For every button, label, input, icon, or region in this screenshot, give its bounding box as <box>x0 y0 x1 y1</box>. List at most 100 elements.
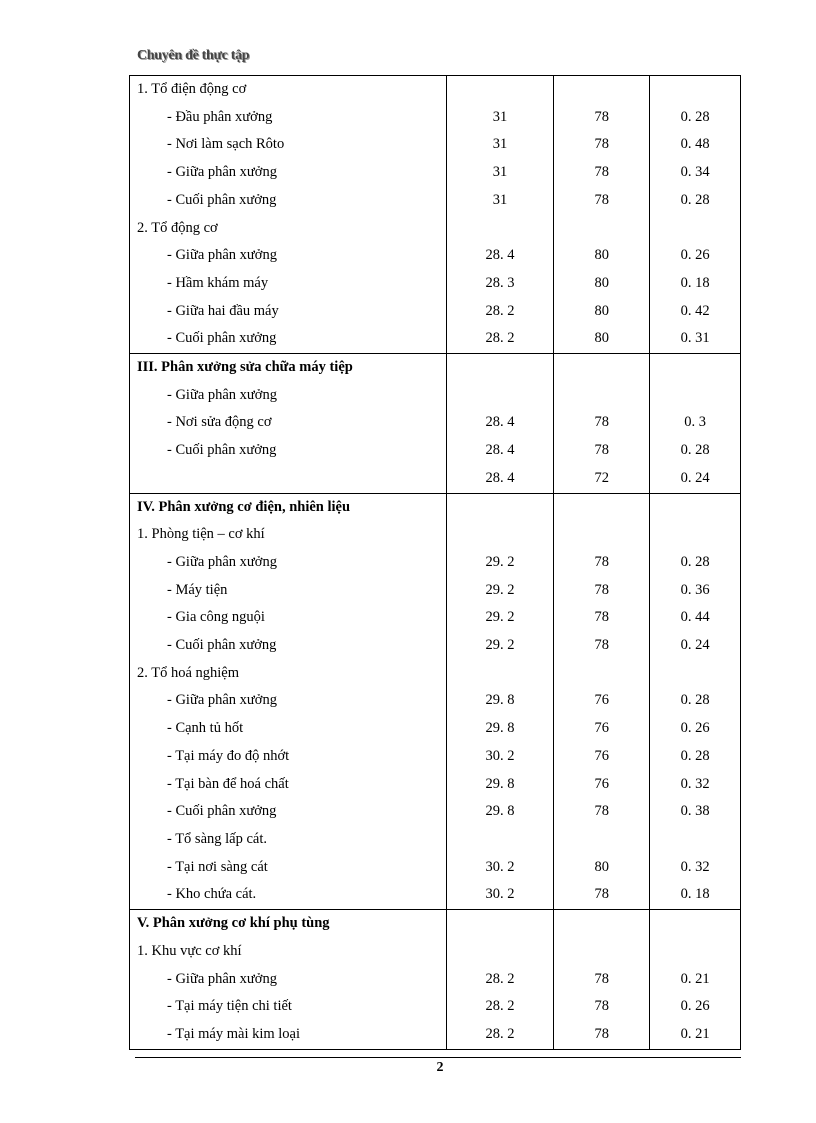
cell-value-c: 0. 28 <box>649 103 741 132</box>
table-row: - Giữa phân xưởng 28. 4 80 0. 26 <box>129 242 741 270</box>
row-label: - Tại máy mài kim loại <box>129 1020 447 1050</box>
row-label: - Kho chứa cát. <box>129 881 447 910</box>
cell-value-b: 72 <box>553 464 651 494</box>
row-label: - Gia công nguội <box>129 604 447 633</box>
cell-value-c <box>649 909 741 938</box>
table-row: - Cuối phân xưởng 29. 2 78 0. 24 <box>129 632 741 660</box>
cell-value-c <box>649 381 741 410</box>
cell-value-c <box>649 353 741 382</box>
table-row: 1. Phòng tiện – cơ khí <box>129 521 741 549</box>
cell-value-b: 80 <box>553 325 651 354</box>
row-label: - Giữa phân xưởng <box>129 687 447 716</box>
table-row: - Cuối phân xưởng 29. 8 78 0. 38 <box>129 798 741 826</box>
table-row: - Tổ sàng lấp cát. <box>129 825 741 854</box>
cell-value-a: 28. 2 <box>445 965 555 994</box>
table-row: - Tại bàn để hoá chất 29. 8 76 0. 32 <box>129 770 741 799</box>
cell-value-b: 78 <box>553 1020 651 1050</box>
cell-value-b: 78 <box>553 993 651 1021</box>
table-row: - Gia công nguội 29. 2 78 0. 44 <box>129 604 741 633</box>
cell-value-c: 0. 36 <box>649 576 741 605</box>
cell-value-b: 78 <box>553 548 651 577</box>
table-row: V. Phân xưởng cơ khí phụ tùng <box>129 909 741 938</box>
cell-value-a <box>445 214 555 243</box>
row-label: 2. Tổ hoá nghiệm <box>129 659 447 688</box>
row-label: III. Phân xưởng sửa chữa máy tiệp <box>129 353 447 382</box>
cell-value-a <box>445 909 555 938</box>
cell-value-b: 78 <box>553 409 651 438</box>
row-label: - Cuối phân xưởng <box>129 325 447 354</box>
cell-value-b: 78 <box>553 881 651 910</box>
row-label: 1. Phòng tiện – cơ khí <box>129 521 447 549</box>
row-label: - Giữa phân xưởng <box>129 965 447 994</box>
row-label: IV. Phân xưởng cơ điện, nhiên liệu <box>129 493 447 522</box>
row-label: - Tại bàn để hoá chất <box>129 770 447 799</box>
cell-value-c: 0. 38 <box>649 798 741 826</box>
cell-value-b: 80 <box>553 853 651 882</box>
table-section: 1. Tổ điện động cơ - Đầu phân xưởng 31 78 0.… <box>129 75 741 354</box>
cell-value-a: 28. 4 <box>445 409 555 438</box>
cell-value-b: 76 <box>553 687 651 716</box>
footer-divider <box>135 1057 741 1058</box>
row-label: 1. Tổ điện động cơ <box>129 75 447 104</box>
table-row: - Giữa phân xưởng 29. 2 78 0. 28 <box>129 548 741 577</box>
cell-value-c: 0. 26 <box>649 993 741 1021</box>
table-row: - Máy tiện 29. 2 78 0. 36 <box>129 576 741 605</box>
table-row: - Giữa phân xưởng 31 78 0. 34 <box>129 159 741 187</box>
cell-value-c: 0. 44 <box>649 604 741 633</box>
cell-value-a: 31 <box>445 131 555 160</box>
table-row: - Cuối phân xưởng 31 78 0. 28 <box>129 186 741 215</box>
cell-value-c: 0. 28 <box>649 437 741 465</box>
table-row: - Cuối phân xưởng 28. 2 80 0. 31 <box>129 325 741 354</box>
cell-value-b <box>553 214 651 243</box>
row-label: - Tại nơi sàng cát <box>129 853 447 882</box>
cell-value-a: 28. 3 <box>445 269 555 298</box>
table-row: - Tại máy đo độ nhớt 30. 2 76 0. 28 <box>129 742 741 771</box>
table-row: - Cuối phân xưởng 28. 4 78 0. 28 <box>129 437 741 465</box>
row-label: - Giữa phân xưởng <box>129 381 447 410</box>
cell-value-a <box>445 937 555 966</box>
cell-value-b <box>553 381 651 410</box>
table-row: - Cạnh tủ hốt 29. 8 76 0. 26 <box>129 715 741 743</box>
row-label: - Cuối phân xưởng <box>129 798 447 826</box>
table-row: - Giữa phân xưởng 29. 8 76 0. 28 <box>129 687 741 716</box>
table-row: - Tại máy mài kim loại 28. 2 78 0. 21 <box>129 1020 741 1050</box>
row-label: - Nơi sửa động cơ <box>129 409 447 438</box>
table-row: - Nơi sửa động cơ 28. 4 78 0. 3 <box>129 409 741 438</box>
cell-value-c <box>649 825 741 854</box>
cell-value-c: 0. 31 <box>649 325 741 354</box>
row-label: - Giữa phân xưởng <box>129 548 447 577</box>
cell-value-a <box>445 659 555 688</box>
row-label: 1. Khu vực cơ khí <box>129 937 447 966</box>
cell-value-b <box>553 937 651 966</box>
cell-value-c: 0. 24 <box>649 632 741 660</box>
cell-value-a: 31 <box>445 103 555 132</box>
cell-value-b: 78 <box>553 576 651 605</box>
table-row: - Tại máy tiện chi tiết 28. 2 78 0. 26 <box>129 993 741 1021</box>
cell-value-c: 0. 21 <box>649 965 741 994</box>
cell-value-a: 29. 8 <box>445 770 555 799</box>
cell-value-a: 30. 2 <box>445 742 555 771</box>
cell-value-a: 29. 2 <box>445 632 555 660</box>
table-section: V. Phân xưởng cơ khí phụ tùng 1. Khu vực … <box>129 909 741 1050</box>
cell-value-a: 29. 2 <box>445 604 555 633</box>
row-label: - Hầm khám máy <box>129 269 447 298</box>
cell-value-c: 0. 18 <box>649 269 741 298</box>
cell-value-c: 0. 48 <box>649 131 741 160</box>
row-label: - Giữa phân xưởng <box>129 159 447 187</box>
cell-value-b: 80 <box>553 297 651 326</box>
cell-value-c <box>649 493 741 522</box>
cell-value-a <box>445 353 555 382</box>
table-row: - Kho chứa cát. 30. 2 78 0. 18 <box>129 881 741 910</box>
cell-value-c: 0. 28 <box>649 687 741 716</box>
cell-value-c <box>649 214 741 243</box>
cell-value-b: 78 <box>553 798 651 826</box>
row-label: - Cuối phân xưởng <box>129 632 447 660</box>
cell-value-a: 30. 2 <box>445 853 555 882</box>
row-label <box>129 464 447 494</box>
cell-value-c: 0. 42 <box>649 297 741 326</box>
cell-value-a: 29. 2 <box>445 576 555 605</box>
cell-value-a: 29. 2 <box>445 548 555 577</box>
cell-value-c: 0. 21 <box>649 1020 741 1050</box>
cell-value-c: 0. 28 <box>649 742 741 771</box>
cell-value-a <box>445 521 555 549</box>
